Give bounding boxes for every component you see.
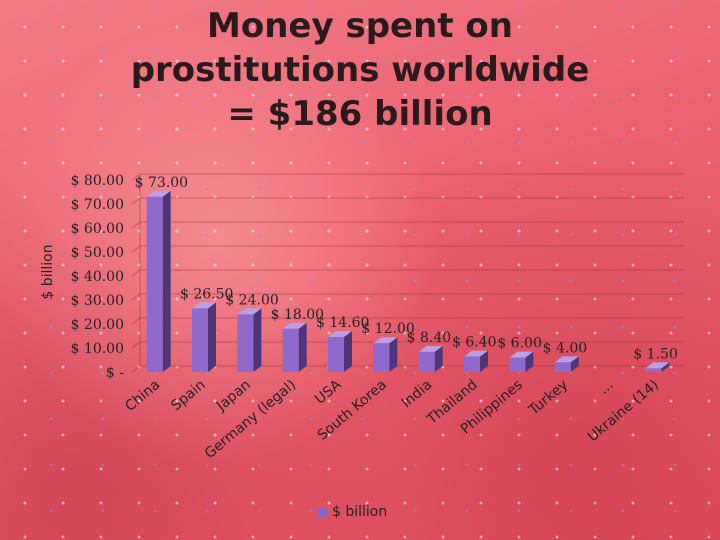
y-tick-label: $ - (106, 365, 124, 381)
bar-top (509, 351, 534, 358)
y-tick-label: $ 20.00 (71, 317, 124, 333)
gridline (131, 221, 684, 229)
bar-side (570, 356, 579, 372)
gridline (131, 317, 684, 325)
bar-side (208, 302, 216, 372)
x-tick-label: Spain (168, 377, 208, 414)
x-tick-label: China (122, 377, 163, 415)
data-label: $ 1.50 (633, 346, 678, 362)
gridline (131, 341, 684, 349)
bar-front (192, 308, 208, 372)
bar-top (418, 345, 443, 352)
bar-top (554, 356, 579, 363)
y-axis-ticks: $ - $ 10.00 $ 20.00 $ 30.00 $ 40.00 $ 50.00 $ … (71, 173, 125, 381)
bar-top (645, 362, 670, 369)
gridline (131, 197, 684, 205)
bar-front (645, 368, 662, 372)
data-label: $ 8.40 (407, 330, 452, 346)
bars (146, 190, 670, 372)
legend-swatch (318, 507, 328, 517)
bar-side (344, 330, 352, 372)
gridline (131, 173, 684, 181)
bar-front (237, 314, 254, 372)
data-label: $ 24.00 (225, 292, 278, 308)
y-tick-label: $ 60.00 (71, 221, 124, 237)
gridlines (131, 173, 684, 373)
bar-front (509, 357, 526, 372)
bar (146, 190, 171, 372)
gridline (131, 293, 684, 301)
bar (645, 362, 670, 372)
data-label: $ 18.00 (271, 307, 324, 323)
gridline (131, 245, 684, 253)
bar-top (146, 190, 171, 197)
bar-top (282, 322, 307, 329)
y-tick-label: $ 30.00 (71, 293, 124, 309)
bar-side (162, 190, 171, 372)
bar-side (661, 362, 670, 372)
y-tick-label: $ 50.00 (71, 245, 124, 261)
data-label: $ 6.00 (497, 336, 542, 352)
bar-side (525, 351, 534, 372)
bar-top (464, 350, 488, 357)
data-label: $ 73.00 (135, 175, 188, 191)
gridline (131, 365, 684, 373)
y-tick-label: $ 40.00 (71, 269, 124, 285)
bar-top (237, 308, 262, 315)
data-labels: $ 73.00 $ 26.50$ 24.00$ 18.00$ 14.60$ 12.… (135, 175, 678, 363)
bar (554, 356, 579, 372)
data-label: $ 26.50 (180, 286, 233, 302)
bar (418, 345, 443, 372)
y-tick-label: $ 10.00 (71, 341, 124, 357)
legend: $ billion (318, 504, 387, 520)
bar (328, 330, 352, 372)
bar-side (389, 337, 398, 372)
bar-top (328, 330, 352, 337)
bar-front (146, 196, 163, 372)
bar-side (253, 308, 262, 372)
data-label: $ 12.00 (361, 321, 414, 337)
bar-top (373, 337, 398, 344)
bar (192, 302, 216, 372)
bar (464, 350, 488, 372)
bar-front (282, 328, 299, 372)
y-tick-label: $ 80.00 (71, 173, 124, 189)
bar-front (554, 362, 571, 372)
bar-front (328, 336, 344, 372)
bar-side (434, 345, 443, 372)
bar (237, 308, 262, 372)
bar-side (480, 350, 488, 372)
data-label: $ 14.60 (316, 315, 369, 331)
bar-side (298, 322, 307, 372)
x-tick-label: USA (312, 377, 345, 408)
legend-label: $ billion (332, 504, 388, 520)
x-tick-label: Japan (213, 377, 254, 415)
gridline (131, 269, 684, 277)
x-tick-label: ... (596, 377, 617, 398)
x-tick-label: Turkey (525, 377, 571, 419)
bar (282, 322, 307, 372)
bar (509, 351, 534, 372)
page-title: Money spent on prostitutions worldwide =… (130, 6, 590, 134)
bar-top (192, 302, 216, 309)
bar (373, 337, 398, 372)
bar-front (464, 356, 480, 372)
y-axis-label: $ billion (40, 244, 56, 299)
bar-front (418, 351, 435, 372)
data-label: $ 4.00 (543, 340, 588, 356)
y-tick-label: $ 70.00 (71, 197, 124, 213)
x-tick-label: India (399, 377, 436, 411)
bar-front (373, 343, 390, 372)
data-label: $ 6.40 (452, 335, 497, 351)
